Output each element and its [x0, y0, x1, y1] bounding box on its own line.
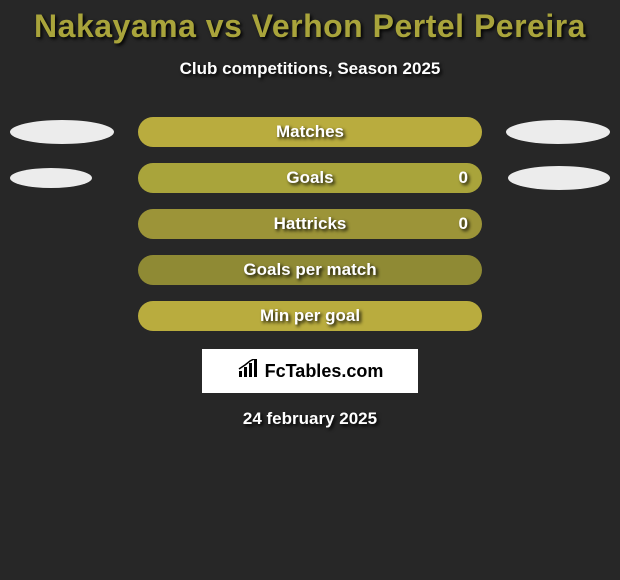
logo-text: FcTables.com	[265, 361, 384, 382]
stat-value-right: 0	[459, 163, 468, 193]
right-ellipse	[508, 166, 610, 190]
comparison-chart: Matches Goals0 Hattricks0 Goals per match Mi…	[0, 117, 620, 331]
chart-row: Goals per match	[0, 255, 620, 285]
chart-row: Matches	[0, 117, 620, 147]
stat-value-right: 0	[459, 209, 468, 239]
stat-bar	[138, 209, 482, 239]
subtitle: Club competitions, Season 2025	[0, 59, 620, 79]
stat-bar	[138, 117, 482, 147]
chart-row: Min per goal	[0, 301, 620, 331]
stat-bar	[138, 301, 482, 331]
chart-row: Goals0	[0, 163, 620, 193]
stat-bar	[138, 255, 482, 285]
date-line: 24 february 2025	[0, 409, 620, 429]
left-ellipse	[10, 168, 92, 188]
chart-row: Hattricks0	[0, 209, 620, 239]
right-ellipse	[506, 120, 610, 144]
logo-box: FcTables.com	[202, 349, 418, 393]
stat-bar	[138, 163, 482, 193]
page-title: Nakayama vs Verhon Pertel Pereira	[0, 0, 620, 45]
left-ellipse	[10, 120, 114, 144]
bar-chart-icon	[237, 359, 261, 384]
